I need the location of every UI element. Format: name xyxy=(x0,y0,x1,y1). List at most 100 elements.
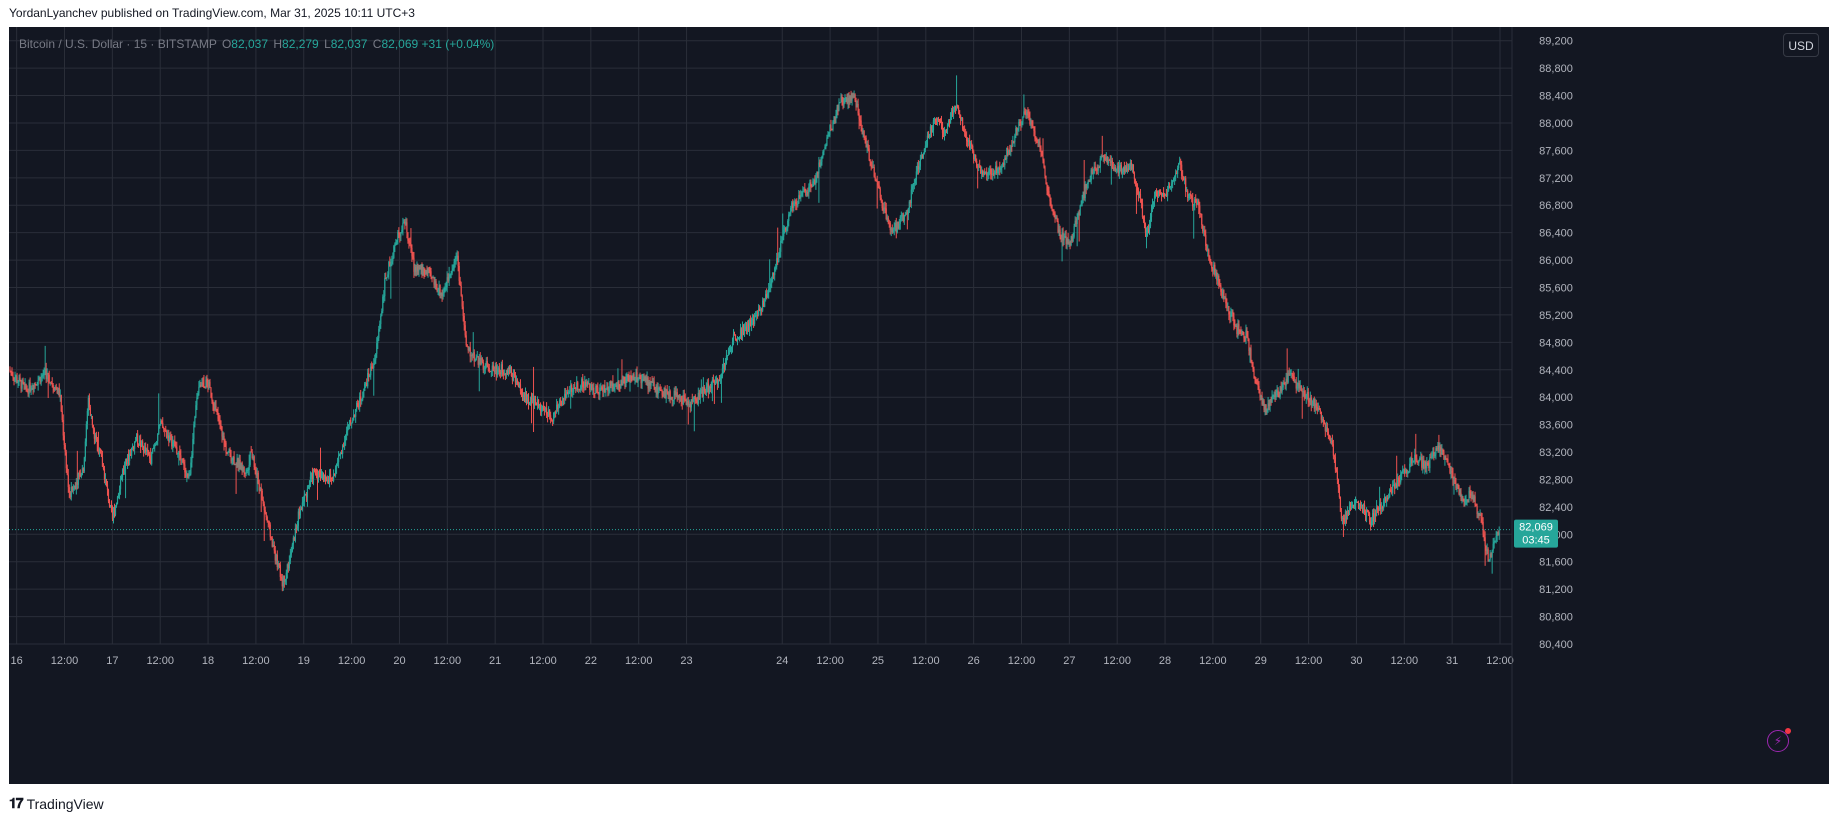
candle-body xyxy=(1286,378,1288,383)
candle-body xyxy=(147,449,149,452)
candle-body xyxy=(780,240,782,252)
candle-body xyxy=(579,388,581,390)
candle-body xyxy=(1136,184,1139,191)
candle-body xyxy=(1051,205,1053,211)
candle-body xyxy=(682,395,684,405)
y-tick-label: 84,400 xyxy=(1539,365,1573,377)
candle-body xyxy=(1314,403,1316,409)
candle-body xyxy=(198,386,200,394)
chart-panel[interactable]: 89,200 88,800 88,400 88,000 87,600 87,200 86,8… xyxy=(9,27,1829,784)
candle-body xyxy=(128,453,131,461)
x-tick-label: 12:00 xyxy=(912,655,940,667)
candle-body xyxy=(483,369,485,371)
candle-body xyxy=(677,395,679,399)
candle-body xyxy=(1297,382,1299,387)
candle-body xyxy=(208,381,210,387)
candle-body xyxy=(580,385,582,390)
candle-body xyxy=(311,473,314,480)
candle-body xyxy=(1021,121,1023,125)
candle-body xyxy=(671,396,673,401)
candle-body xyxy=(466,345,468,347)
candle-body xyxy=(626,375,628,379)
candle-body xyxy=(937,117,940,121)
candle-body xyxy=(1101,156,1103,158)
candle-body xyxy=(1378,509,1380,511)
candle-body xyxy=(256,472,258,476)
candle-body xyxy=(1282,382,1284,388)
candle-body xyxy=(1303,391,1305,397)
candle-body xyxy=(1214,264,1216,276)
last-price-tag xyxy=(1514,519,1558,548)
candle-body xyxy=(1358,503,1361,507)
candle-body xyxy=(224,440,226,443)
candle-body xyxy=(1004,157,1006,166)
candle-body xyxy=(412,256,414,258)
candle-body xyxy=(859,118,861,121)
candle-body xyxy=(567,391,569,394)
candle-body xyxy=(833,116,835,122)
candle-body xyxy=(1078,212,1080,216)
candle-body xyxy=(178,451,180,453)
candle-body xyxy=(940,121,943,124)
candle-body xyxy=(837,107,839,111)
candle-body xyxy=(1171,183,1173,187)
candle-body xyxy=(1481,518,1483,522)
candle-body xyxy=(969,140,971,149)
candle-body xyxy=(1037,139,1039,144)
candle-body xyxy=(254,467,256,470)
candle-body xyxy=(516,379,519,385)
candle-body xyxy=(832,121,834,130)
candle-body xyxy=(1082,191,1084,200)
price-chart[interactable]: 89,20088,80088,40088,00087,60087,20086,8… xyxy=(9,27,1829,784)
candle-body xyxy=(138,444,140,446)
candle-body xyxy=(601,387,603,390)
candle-body xyxy=(812,181,814,187)
candle-body xyxy=(176,447,178,454)
candle-body xyxy=(1161,192,1164,196)
candle-body xyxy=(149,454,151,459)
candle-body xyxy=(576,382,578,390)
candle-body xyxy=(641,380,643,384)
candle-body xyxy=(1193,205,1195,207)
candle-body xyxy=(455,257,457,260)
candle-body xyxy=(591,384,593,391)
candle-body xyxy=(1079,205,1081,216)
candle-body xyxy=(557,404,559,410)
candle-body xyxy=(1126,168,1128,172)
candle-body xyxy=(817,171,819,174)
candle-body xyxy=(1092,173,1094,175)
candle-body xyxy=(1194,199,1196,206)
candle-body xyxy=(248,464,250,470)
candle-body xyxy=(1176,173,1178,175)
candle-body xyxy=(331,479,334,482)
bar-countdown-label: 03:45 xyxy=(1522,535,1550,547)
candle-body xyxy=(1296,386,1298,389)
candle-body xyxy=(1316,406,1318,411)
candle-body xyxy=(169,435,171,442)
candle-body xyxy=(1116,166,1118,169)
candle-body xyxy=(784,227,786,230)
candle-body xyxy=(125,458,128,465)
candle-body xyxy=(12,375,14,378)
candle-body xyxy=(714,381,717,385)
candle-body xyxy=(594,393,596,395)
candle-body xyxy=(622,377,624,386)
candle-body xyxy=(60,395,62,412)
candle-body xyxy=(461,295,463,307)
candle-body xyxy=(434,281,436,285)
candle-body xyxy=(55,387,57,390)
candle-body xyxy=(170,435,172,437)
candle-body xyxy=(935,120,938,122)
candle-body xyxy=(564,393,566,400)
candle-body xyxy=(309,476,312,485)
candle-body xyxy=(585,381,587,386)
candle-body xyxy=(1382,507,1384,509)
candle-body xyxy=(287,564,289,569)
candle-body xyxy=(454,259,456,262)
candle-body xyxy=(160,420,162,425)
candle-body xyxy=(787,220,789,229)
candle-body xyxy=(289,554,291,561)
currency-button[interactable]: USD xyxy=(1783,33,1819,57)
candle-body xyxy=(1089,180,1091,182)
lightning-icon[interactable]: ⚡ xyxy=(1767,728,1791,752)
